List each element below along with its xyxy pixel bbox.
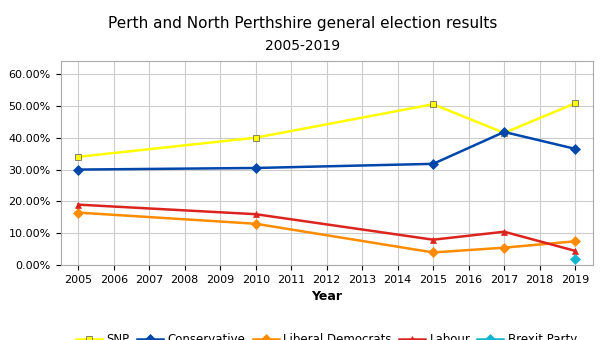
Labour (430, 238, 437, 242)
Liberal Democrats (572, 239, 579, 243)
Legend: SNP, Conservative, Liberal Democrats, Labour, Brexit Party: SNP, Conservative, Liberal Democrats, La… (71, 328, 582, 340)
X-axis label: Year: Year (311, 290, 342, 304)
SNP (252, 136, 260, 140)
Labour (74, 203, 82, 207)
Labour (500, 230, 508, 234)
Conservative (74, 168, 82, 172)
Line: Conservative: Conservative (75, 129, 578, 173)
Conservative (430, 162, 437, 166)
Y-axis label: Vote Share: Vote Share (0, 129, 3, 197)
SNP (572, 101, 579, 105)
Conservative (500, 130, 508, 134)
Labour (572, 249, 579, 253)
SNP (430, 102, 437, 106)
Line: Labour: Labour (75, 201, 578, 254)
Liberal Democrats (500, 245, 508, 250)
Liberal Democrats (430, 250, 437, 254)
SNP (500, 131, 508, 135)
Line: Liberal Democrats: Liberal Democrats (75, 209, 578, 256)
Liberal Democrats (252, 222, 260, 226)
Labour (252, 212, 260, 216)
SNP (74, 155, 82, 159)
Conservative (252, 166, 260, 170)
Text: 2005-2019: 2005-2019 (265, 39, 340, 53)
Conservative (572, 147, 579, 151)
Text: Perth and North Perthshire general election results: Perth and North Perthshire general elect… (108, 16, 497, 31)
Liberal Democrats (74, 210, 82, 215)
Line: SNP: SNP (75, 100, 578, 160)
